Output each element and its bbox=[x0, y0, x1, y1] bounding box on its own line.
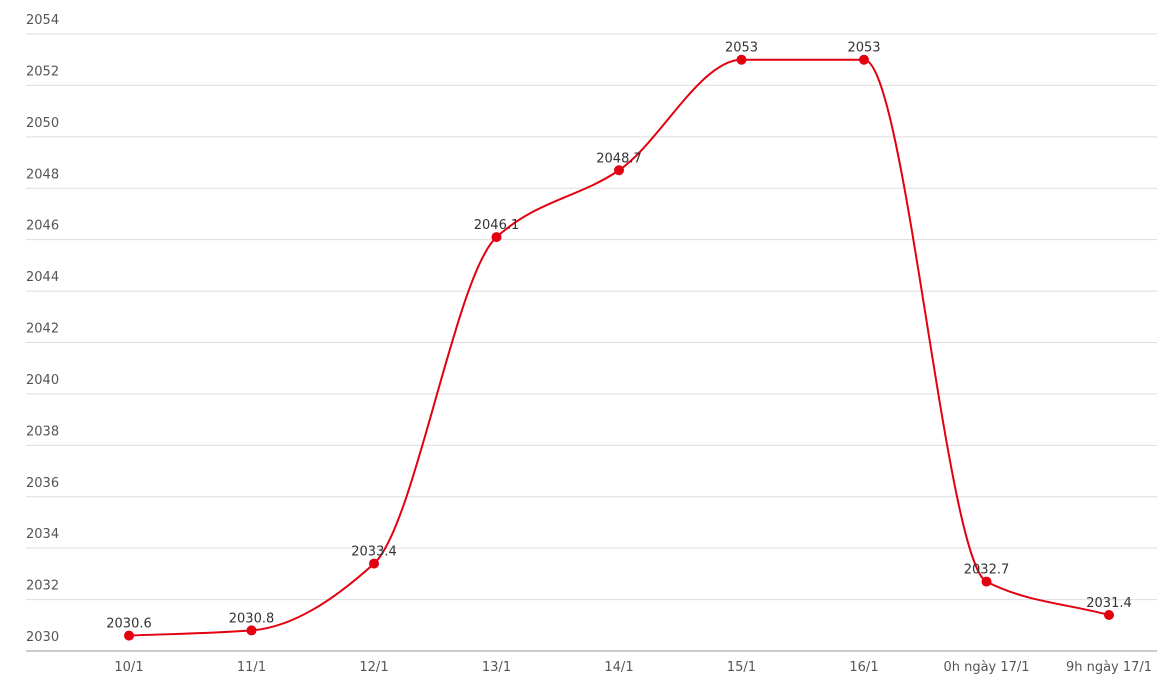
point bbox=[124, 630, 134, 641]
x-tick-label: 14/1 bbox=[604, 660, 633, 675]
point bbox=[859, 54, 869, 65]
y-tick-label: 2030 bbox=[26, 630, 59, 645]
y-tick-label: 2036 bbox=[26, 476, 59, 491]
x-tick-label: 10/1 bbox=[114, 660, 143, 675]
point bbox=[736, 54, 747, 65]
x-tick-label: 12/1 bbox=[359, 660, 388, 675]
series-line bbox=[128, 58, 1110, 637]
data-label: 2031.4 bbox=[1086, 596, 1132, 611]
y-tick-label: 2052 bbox=[26, 64, 59, 79]
data-label: 2033.4 bbox=[351, 545, 397, 560]
data-label: 2046.1 bbox=[474, 218, 520, 233]
y-tick-label: 2054 bbox=[26, 13, 59, 28]
point bbox=[369, 558, 379, 569]
x-tick-label: 16/1 bbox=[849, 660, 878, 675]
data-label: 2030.8 bbox=[229, 611, 275, 626]
x-tick-label: 9h ngày 17/1 bbox=[1066, 660, 1152, 675]
x-tick-label: 13/1 bbox=[482, 660, 511, 675]
y-tick-label: 2034 bbox=[26, 527, 59, 542]
point bbox=[1104, 610, 1114, 621]
y-tick-label: 2032 bbox=[26, 579, 59, 594]
point bbox=[981, 576, 992, 587]
point bbox=[614, 165, 624, 176]
data-label: 2053 bbox=[725, 41, 758, 56]
data-label: 2053 bbox=[847, 41, 880, 56]
data-label: 2032.7 bbox=[964, 563, 1010, 578]
x-tick-label: 0h ngày 17/1 bbox=[943, 660, 1029, 675]
x-tick-label: 11/1 bbox=[237, 660, 266, 675]
point bbox=[491, 232, 502, 243]
point bbox=[246, 625, 257, 636]
y-tick-label: 2048 bbox=[26, 167, 59, 182]
y-tick-label: 2040 bbox=[26, 373, 59, 388]
y-tick-label: 2050 bbox=[26, 116, 59, 131]
data-label: 2048.7 bbox=[596, 151, 642, 166]
y-tick-label: 2044 bbox=[26, 270, 59, 285]
data-label: 2030.6 bbox=[106, 617, 152, 632]
y-tick-label: 2046 bbox=[26, 219, 59, 234]
y-tick-label: 2042 bbox=[26, 322, 59, 337]
x-tick-label: 15/1 bbox=[727, 660, 756, 675]
y-tick-label: 2038 bbox=[26, 424, 59, 439]
